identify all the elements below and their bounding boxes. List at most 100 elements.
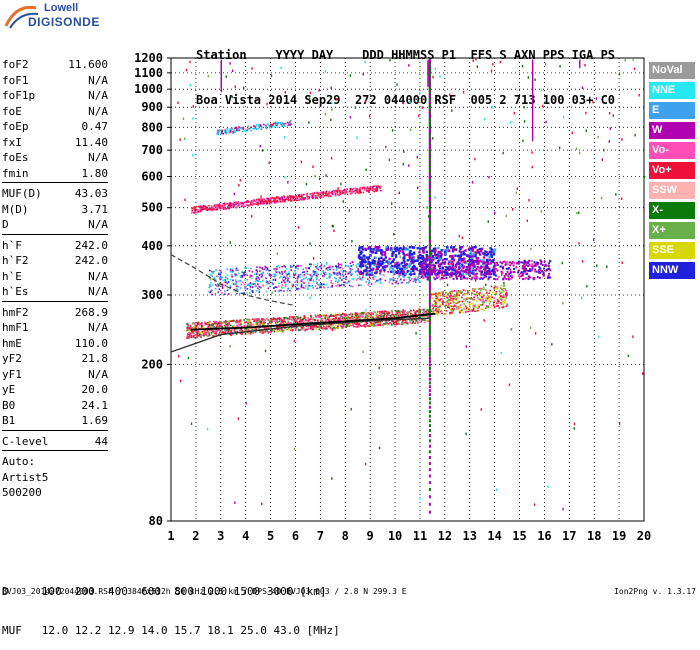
echo-point (317, 283, 319, 285)
echo-point (266, 291, 268, 293)
echo-point (279, 273, 281, 275)
echo-point (293, 196, 295, 198)
echo-point (296, 265, 298, 267)
echo-point (291, 198, 293, 200)
echo-point (355, 312, 357, 314)
echo-point (324, 318, 326, 320)
echo-point (227, 206, 229, 208)
echo-point (475, 288, 477, 290)
echo-point (513, 265, 515, 267)
echo-point (262, 318, 264, 320)
echo-point (505, 294, 507, 296)
echo-point (295, 284, 297, 286)
echo-point (330, 328, 332, 330)
echo-point (222, 280, 224, 282)
echo-point (287, 122, 289, 124)
echo-point (277, 123, 279, 125)
echo-point (278, 265, 280, 267)
echo-point (256, 128, 258, 130)
echo-point (349, 266, 351, 268)
echo-point (478, 304, 480, 306)
echo-point (548, 262, 550, 264)
echo-point (244, 287, 246, 289)
echo-point (200, 210, 202, 212)
echo-point (350, 188, 352, 190)
echo-point (236, 285, 238, 287)
echo-point (216, 204, 218, 206)
echo-point (243, 272, 245, 274)
echo-point (450, 302, 452, 304)
echo-point (311, 195, 313, 197)
echo-point (388, 261, 390, 263)
echo-point (518, 263, 520, 265)
x-tick-label: 17 (562, 529, 576, 543)
echo-point (442, 293, 444, 295)
echo-point (325, 315, 327, 317)
echo-point (263, 124, 265, 126)
echo-point (440, 298, 442, 300)
echo-point (268, 331, 270, 333)
echo-point (186, 330, 188, 332)
echo-point (212, 272, 214, 274)
x-tick-label: 15 (512, 529, 526, 543)
echo-point (358, 247, 360, 249)
echo-point (271, 324, 273, 326)
echo-point (286, 275, 288, 277)
echo-point (349, 273, 351, 275)
echo-point (328, 316, 330, 318)
echo-point (450, 291, 452, 293)
echo-point (299, 288, 301, 290)
echo-point (444, 272, 446, 274)
echo-point (339, 315, 341, 317)
echo-point (437, 255, 439, 257)
echo-point (241, 275, 243, 277)
echo-point (405, 273, 407, 275)
echo-point (232, 270, 234, 272)
echo-point (373, 277, 375, 279)
echo-point (250, 130, 252, 132)
echo-point (342, 317, 344, 319)
echo-point (454, 254, 456, 256)
echo-point (239, 293, 241, 295)
echo-point (336, 191, 338, 193)
echo-point (274, 200, 276, 202)
echo-point (386, 315, 388, 317)
echo-point (452, 308, 454, 310)
echo-point (383, 269, 385, 271)
echo-point (210, 291, 212, 293)
echo-point (371, 312, 373, 314)
echo-point (338, 319, 340, 321)
echo-point (462, 291, 464, 293)
echo-point (368, 261, 370, 263)
echo-point (370, 324, 372, 326)
echo-point (462, 301, 464, 303)
echo-point (319, 192, 321, 194)
echo-point (418, 251, 420, 253)
echo-point (391, 324, 393, 326)
echo-point (403, 266, 405, 268)
echo-point (248, 284, 250, 286)
echo-point (244, 325, 246, 327)
echo-point (329, 273, 331, 275)
echo-point (221, 323, 223, 325)
echo-point (395, 254, 397, 256)
echo-point (370, 314, 372, 316)
echo-point (257, 283, 259, 285)
echo-point (227, 321, 229, 323)
echo-point (476, 249, 478, 251)
x-tick-label: 7 (317, 529, 324, 543)
echo-point (480, 250, 482, 252)
echo-point (257, 202, 259, 204)
echo-point (345, 283, 347, 285)
echo-point (217, 276, 219, 278)
echo-point (379, 186, 381, 188)
echo-point (231, 274, 233, 276)
echo-point (226, 203, 228, 205)
echo-point (380, 278, 382, 280)
echo-point (214, 321, 216, 323)
echo-point (312, 192, 314, 194)
echo-point (454, 305, 456, 307)
echo-point (398, 272, 400, 274)
echo-point (453, 278, 455, 280)
echo-point (333, 194, 335, 196)
